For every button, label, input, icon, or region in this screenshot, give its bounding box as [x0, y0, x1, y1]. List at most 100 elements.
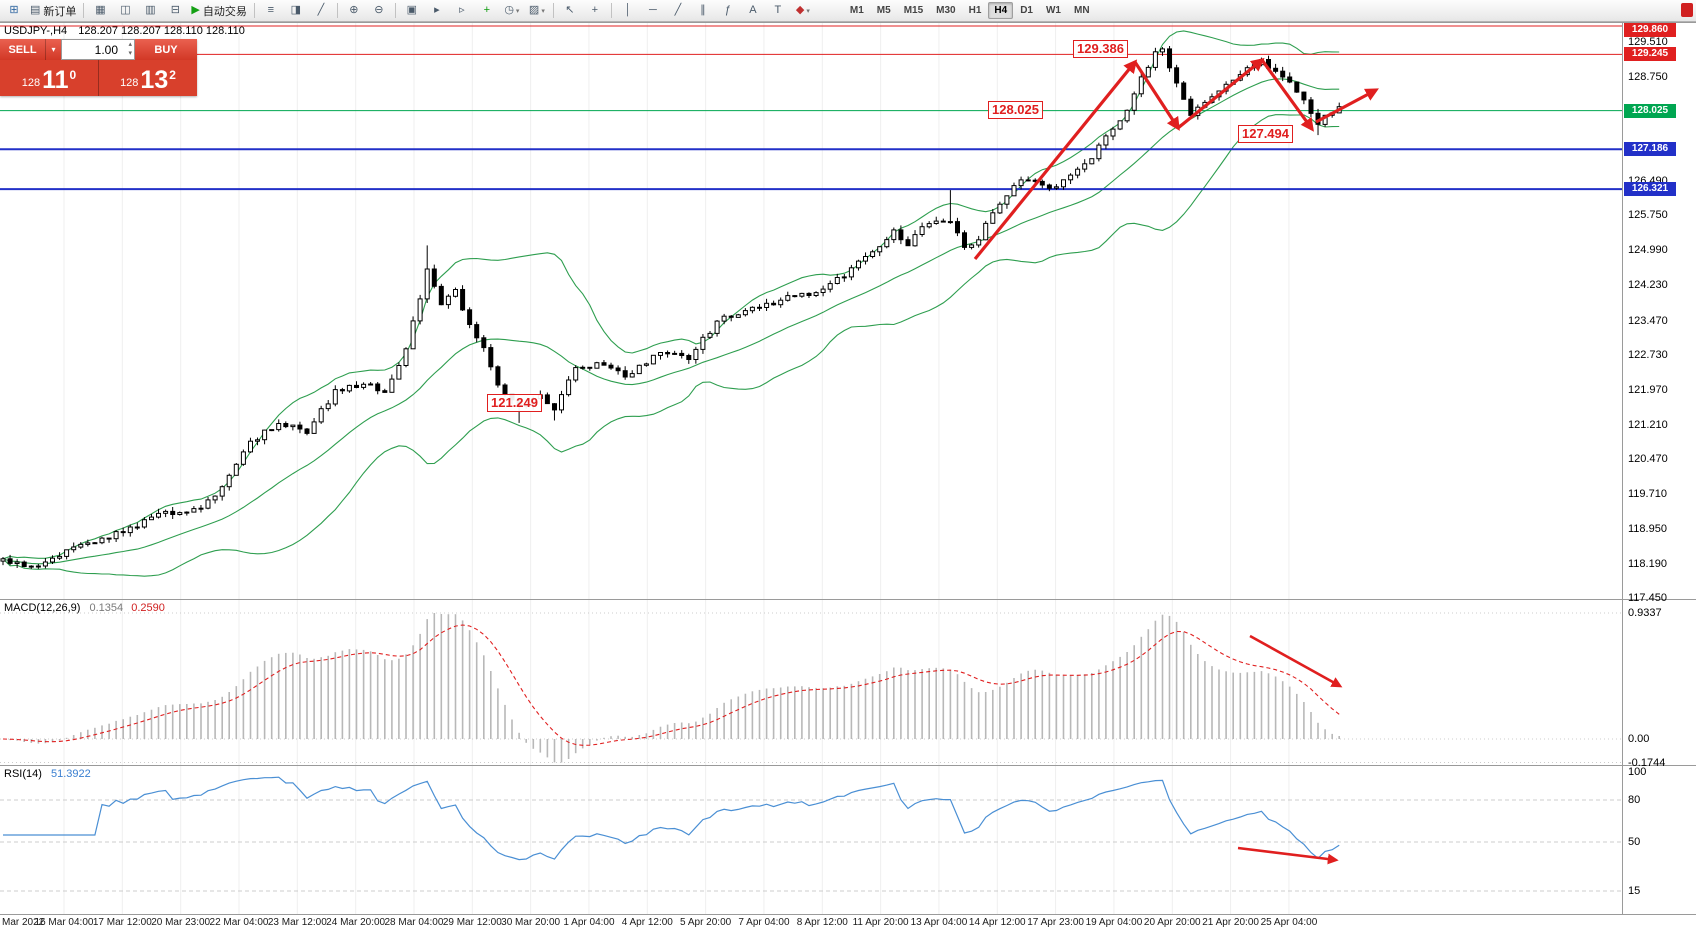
macd-name: MACD(12,26,9): [4, 602, 81, 614]
tile-windows-icon[interactable]: ▣: [400, 1, 424, 21]
add-indicator-icon-glyph: +: [483, 4, 491, 16]
time-axis-label: 11 Apr 20:00: [852, 917, 909, 928]
trendline-icon-glyph: ╱: [674, 4, 682, 16]
rsi-indicator-label: RSI(14) 51.3922: [4, 768, 91, 780]
macd-panel: [0, 612, 1622, 764]
auto-scroll-icon-glyph: ▸: [434, 4, 440, 16]
app-icon-glyph: ⊞: [9, 4, 19, 16]
sell-options-dropdown[interactable]: ▾: [45, 39, 61, 60]
time-axis-label: 16 Mar 04:00: [34, 917, 94, 928]
time-axis-label: 4 Apr 12:00: [621, 917, 673, 928]
candles-chart-icon[interactable]: ◨: [284, 1, 308, 21]
charts-window-icon[interactable]: ▦: [88, 1, 112, 21]
add-indicator-icon[interactable]: +: [475, 1, 499, 21]
macd-value: 0.1354: [89, 602, 124, 614]
terminal-icon[interactable]: ⊟: [163, 1, 187, 21]
label-icon[interactable]: T: [766, 1, 790, 21]
time-axis-label: 22 Mar 04:00: [209, 917, 269, 928]
zoom-out-icon[interactable]: ⊖: [367, 1, 391, 21]
caret-down-icon: ▾: [806, 7, 810, 15]
time-axis-label: 19 Apr 04:00: [1085, 917, 1143, 928]
buy-price-big: 13: [140, 66, 169, 95]
level-lines: [0, 25, 1622, 191]
crosshair-icon-glyph: +: [591, 4, 599, 16]
time-axis-label: 5 Apr 20:00: [680, 917, 732, 928]
chart-shift-icon[interactable]: ▹: [450, 1, 474, 21]
text-icon-glyph: A: [749, 4, 757, 16]
sell-price-sup: 0: [69, 68, 77, 82]
text-icon[interactable]: A: [741, 1, 765, 21]
time-axis-label: 24 Mar 20:00: [326, 917, 386, 928]
app-icon[interactable]: ⊞: [2, 1, 26, 21]
symbol-ohlc-values: 128.207 128.207 128.110 128.110: [78, 25, 245, 37]
charts-window-icon-glyph: ▦: [95, 4, 106, 16]
time-axis-label: 7 Apr 04:00: [738, 917, 790, 928]
buy-price-main: 128: [120, 77, 139, 89]
periods-icon[interactable]: ◷ ▾: [500, 1, 524, 21]
timeframe-m1[interactable]: M1: [849, 5, 864, 16]
time-axis-label: 1 Apr 04:00: [563, 917, 615, 928]
caret-down-icon: ▾: [515, 7, 520, 15]
time-axis-label: 25 Apr 04:00: [1260, 917, 1318, 928]
timeframe-m15[interactable]: M15: [903, 5, 924, 16]
trendline-icon[interactable]: ╱: [666, 1, 690, 21]
buy-price[interactable]: 128 13 2: [99, 60, 197, 96]
caret-down-icon: ▾: [51, 45, 56, 54]
volume-spinner[interactable]: ▴ ▾: [128, 41, 132, 59]
timeframe-h1[interactable]: H1: [968, 5, 982, 16]
line-chart-icon-glyph: ╱: [317, 4, 325, 16]
time-axis-label: Mar 2022: [2, 917, 45, 928]
toolbar-separator: [610, 3, 612, 18]
market-watch-icon[interactable]: ▥: [138, 1, 162, 21]
periods-icon-glyph: ◷: [504, 4, 514, 16]
channel-icon[interactable]: ∥: [691, 1, 715, 21]
time-axis-label: 20 Apr 20:00: [1143, 917, 1201, 928]
shapes-icon[interactable]: ◆ ▾: [791, 1, 815, 21]
spin-up-icon: ▴: [128, 41, 132, 48]
templates-icon[interactable]: ▨ ▾: [525, 1, 549, 21]
crosshair-icon[interactable]: +: [583, 1, 607, 21]
volume-input[interactable]: 1.00 ▴ ▾: [61, 39, 135, 60]
fibonacci-icon[interactable]: ƒ: [716, 1, 740, 21]
timeframe-m30[interactable]: M30: [936, 5, 956, 16]
timeframe-m5[interactable]: M5: [876, 5, 891, 16]
bars-chart-icon[interactable]: ≡: [259, 1, 283, 21]
sell-price[interactable]: 128 11 0: [0, 60, 99, 96]
cursor-icon[interactable]: ↖: [558, 1, 582, 21]
time-axis-label: 17 Apr 23:00: [1027, 917, 1084, 928]
label-icon-glyph: T: [774, 4, 782, 16]
market-watch-icon-glyph: ▥: [145, 4, 156, 16]
vertical-line-icon[interactable]: │: [616, 1, 640, 21]
auto-scroll-icon[interactable]: ▸: [425, 1, 449, 21]
time-axis-label: 21 Apr 20:00: [1202, 917, 1259, 928]
timeframe-w1[interactable]: W1: [1045, 5, 1061, 16]
timeframe-h4[interactable]: H4: [988, 2, 1014, 19]
timeframe-d1[interactable]: D1: [1020, 5, 1033, 16]
profiles-icon[interactable]: ◫: [113, 1, 137, 21]
bars-chart-icon-glyph: ≡: [267, 4, 275, 16]
channel-icon-glyph: ∥: [700, 4, 706, 16]
terminal-icon-glyph: ⊟: [170, 4, 181, 16]
line-chart-icon[interactable]: ╱: [309, 1, 333, 21]
symbol-title: USDJPY-,H4: [4, 25, 68, 37]
timeframe-mn[interactable]: MN: [1073, 5, 1090, 16]
candles-chart-icon-glyph: ◨: [290, 4, 302, 16]
rsi-value: 51.3922: [50, 768, 91, 780]
buy-button[interactable]: BUY: [135, 39, 197, 60]
horizontal-line-icon[interactable]: ─: [641, 1, 665, 21]
vertical-line-icon-glyph: │: [624, 4, 632, 16]
shapes-icon-glyph: ◆: [795, 4, 805, 16]
buy-price-sup: 2: [169, 68, 176, 82]
sell-button[interactable]: SELL: [0, 39, 45, 60]
sell-price-main: 128: [21, 77, 41, 89]
macd-indicator-label: MACD(12,26,9) 0.1354 0.2590: [4, 602, 165, 614]
candles: [0, 46, 1342, 569]
spin-down-icon: ▾: [128, 50, 132, 57]
zoom-in-icon[interactable]: ⊕: [342, 1, 366, 21]
new-order-button[interactable]: ▤ 新订单: [27, 1, 79, 21]
macd-signal-value: 0.2590: [131, 602, 165, 614]
bollinger-bands: [2, 30, 1340, 577]
auto-trading-button[interactable]: ▶ 自动交易: [188, 1, 249, 21]
